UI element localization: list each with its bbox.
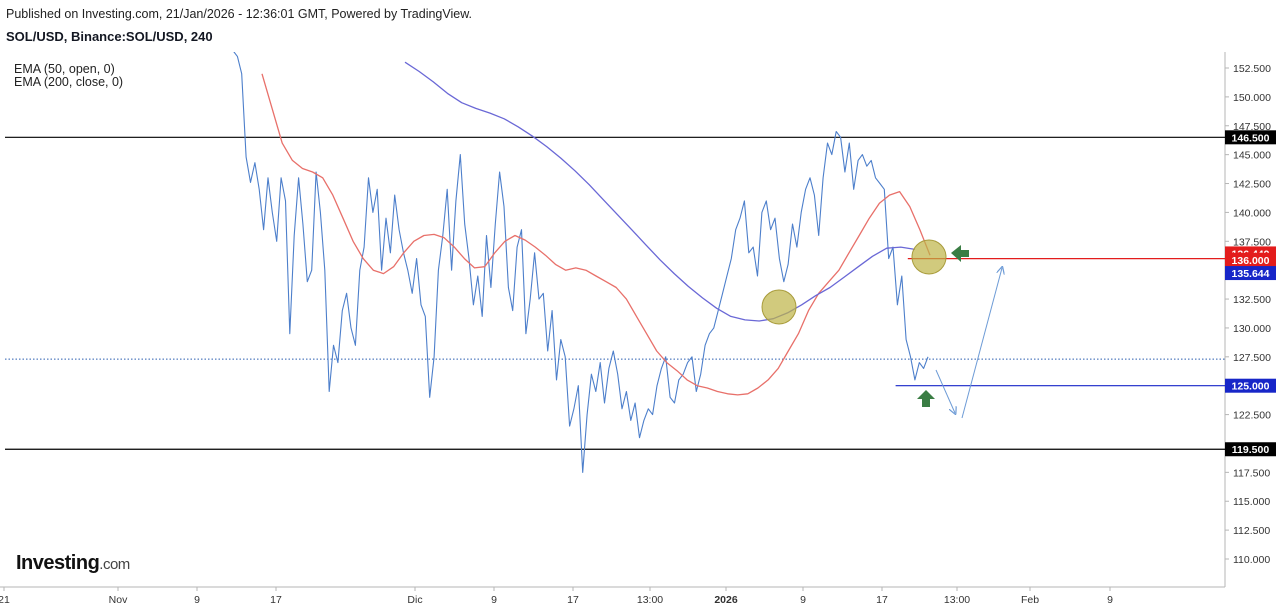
publish-line: Published on Investing.com, 21/Jan/2026 … — [6, 7, 473, 21]
investing-logo: Investing.com — [16, 552, 130, 575]
x-tick-label: 17 — [567, 594, 579, 606]
left-arrow-icon — [951, 245, 969, 262]
price-tag — [1225, 378, 1276, 393]
price-tag-label: 125.000 — [1232, 381, 1270, 393]
ema200-legend: EMA (200, close, 0) — [14, 75, 124, 89]
time-axis: 21 Nov 9 17 Dic 9 17 13:00 2026 9 17 13:00 Feb 9 — [0, 587, 1113, 606]
x-tick-label: Nov — [109, 594, 128, 606]
x-tick-label: 9 — [1107, 594, 1113, 606]
y-tick-label: 137.500 — [1233, 236, 1271, 248]
projection-down-arrow — [935, 369, 955, 413]
price-tag — [1225, 442, 1276, 457]
horizontal-levels — [5, 136, 1225, 450]
series-group — [233, 52, 931, 473]
price-tag — [1225, 266, 1276, 281]
series-line-1 — [261, 73, 931, 396]
price-tags: 146.500136.449136.000135.644125.000119.5… — [1225, 130, 1276, 457]
series-line-2 — [404, 61, 916, 322]
price-tag-label: 136.000 — [1232, 255, 1270, 267]
y-tick-label: 117.500 — [1233, 467, 1270, 479]
x-tick-label: 13:00 — [944, 594, 970, 606]
price-tag-label: 135.644 — [1232, 268, 1270, 280]
price-tag — [1225, 130, 1276, 145]
price-tag — [1225, 252, 1276, 267]
price-tag-label: 119.500 — [1232, 444, 1270, 456]
x-tick-label: 9 — [800, 594, 806, 606]
x-tick-label: 2026 — [714, 594, 738, 606]
x-tick-label: 9 — [194, 594, 200, 606]
y-tick-label: 130.000 — [1233, 323, 1271, 335]
y-tick-label: 112.500 — [1233, 525, 1270, 537]
series-line-0 — [233, 52, 929, 473]
y-tick-label: 152.500 — [1233, 63, 1271, 75]
highlight-circle — [911, 239, 947, 275]
y-tick-label: 127.500 — [1233, 352, 1271, 364]
x-tick-label: 21 — [0, 594, 10, 606]
x-tick-label: Feb — [1021, 594, 1039, 606]
ema50-legend: EMA (50, open, 0) — [14, 62, 115, 76]
highlight-circle — [761, 289, 797, 325]
y-tick-label: 115.000 — [1233, 496, 1270, 508]
x-tick-label: 17 — [270, 594, 282, 606]
projection-up-arrow — [961, 268, 1002, 419]
x-tick-label: 9 — [491, 594, 497, 606]
y-tick-label: 142.500 — [1233, 179, 1271, 191]
y-tick-label: 145.000 — [1233, 150, 1271, 162]
price-tag-label: 146.500 — [1232, 132, 1270, 144]
x-tick-label: Dic — [407, 594, 422, 606]
logo-name: Investing — [16, 552, 100, 574]
y-tick-label: 132.500 — [1233, 294, 1271, 306]
y-tick-label: 110.000 — [1233, 554, 1270, 566]
y-tick-label: 150.000 — [1233, 92, 1271, 104]
y-tick-label: 147.500 — [1233, 121, 1271, 133]
annotations — [761, 239, 1002, 419]
x-tick-label: 13:00 — [637, 594, 663, 606]
x-tick-label: 17 — [876, 594, 888, 606]
up-arrow-icon — [917, 390, 935, 407]
y-tick-label: 140.000 — [1233, 207, 1271, 219]
symbol-title: SOL/USD, Binance:SOL/USD, 240 — [6, 29, 213, 44]
y-tick-label: 122.500 — [1233, 410, 1271, 422]
logo-suffix: .com — [99, 556, 130, 573]
